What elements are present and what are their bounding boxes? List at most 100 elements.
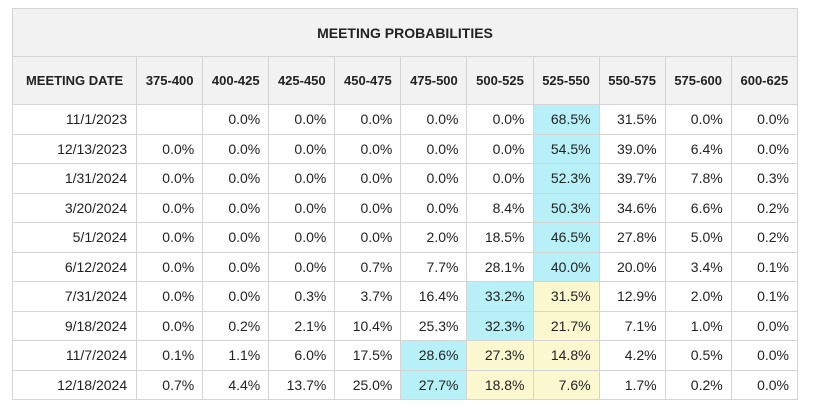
- probability-cell: [136, 104, 204, 135]
- meeting-date-cell: 5/1/2024: [11, 222, 138, 253]
- probability-cell: 10.4%: [334, 310, 402, 341]
- probability-cell: 0.0%: [334, 133, 402, 164]
- probability-cell: 0.0%: [334, 192, 402, 223]
- probability-cell: 68.5%: [532, 104, 600, 135]
- probability-cell: 7.1%: [598, 310, 666, 341]
- table-row: 3/20/2024 0.0% 0.0% 0.0% 0.0% 0.0% 8.4% 50.3% 34…: [11, 192, 799, 223]
- probability-cell: 0.0%: [730, 340, 799, 371]
- column-header-meeting-date: MEETING DATE: [11, 56, 138, 105]
- probability-cell: 0.0%: [202, 163, 270, 194]
- probability-cell: 0.0%: [664, 104, 732, 135]
- probability-cell: 34.6%: [598, 192, 666, 223]
- probability-cell: 0.0%: [136, 251, 204, 282]
- probability-cell: 1.1%: [202, 340, 270, 371]
- probability-cell: 27.3%: [466, 340, 534, 371]
- probability-cell: 6.0%: [268, 340, 336, 371]
- table-row: 6/12/2024 0.0% 0.0% 0.0% 0.7% 7.7% 28.1% 40.0% 2…: [11, 251, 799, 282]
- probability-cell: 25.3%: [400, 310, 468, 341]
- probability-cell: 0.3%: [268, 281, 336, 312]
- probability-cell: 0.0%: [268, 251, 336, 282]
- probability-cell: 0.0%: [202, 104, 270, 135]
- probability-cell: 2.1%: [268, 310, 336, 341]
- column-header-rate-range: 400-425: [202, 56, 270, 105]
- probability-cell: 27.8%: [598, 222, 666, 253]
- probability-cell: 0.1%: [730, 281, 799, 312]
- probability-cell: 0.0%: [334, 104, 402, 135]
- probability-cell: 0.0%: [136, 163, 204, 194]
- meeting-date-cell: 11/7/2024: [11, 340, 138, 371]
- probability-cell: 1.7%: [598, 369, 666, 400]
- column-header-rate-range: 425-450: [268, 56, 336, 105]
- column-header-rate-range: 575-600: [664, 56, 732, 105]
- probability-cell: 27.7%: [400, 369, 468, 400]
- column-header-rate-range: 550-575: [598, 56, 666, 105]
- probability-cell: 33.2%: [466, 281, 534, 312]
- table-title: MEETING PROBABILITIES: [12, 8, 798, 57]
- probability-cell: 0.0%: [202, 222, 270, 253]
- probability-cell: 1.0%: [664, 310, 732, 341]
- probability-cell: 0.0%: [136, 310, 204, 341]
- probability-cell: 0.0%: [466, 133, 534, 164]
- probability-cell: 6.6%: [664, 192, 732, 223]
- probability-cell: 12.9%: [598, 281, 666, 312]
- table-row: 7/31/2024 0.0% 0.0% 0.3% 3.7% 16.4% 33.2% 31.5%…: [11, 281, 799, 312]
- probability-cell: 0.0%: [268, 222, 336, 253]
- meeting-probabilities-panel: MEETING PROBABILITIES MEETING DATE 375-40…: [11, 8, 799, 400]
- probability-cell: 0.0%: [334, 163, 402, 194]
- probability-cell: 2.0%: [664, 281, 732, 312]
- probability-cell: 7.8%: [664, 163, 732, 194]
- probability-cell: 0.0%: [202, 133, 270, 164]
- meeting-probabilities-table: MEETING PROBABILITIES MEETING DATE 375-40…: [11, 8, 799, 400]
- probability-cell: 39.7%: [598, 163, 666, 194]
- probability-cell: 40.0%: [532, 251, 600, 282]
- probability-cell: 0.2%: [730, 192, 799, 223]
- probability-cell: 18.5%: [466, 222, 534, 253]
- probability-cell: 14.8%: [532, 340, 600, 371]
- probability-cell: 20.0%: [598, 251, 666, 282]
- probability-cell: 0.2%: [664, 369, 732, 400]
- probability-cell: 0.2%: [202, 310, 270, 341]
- probability-cell: 0.0%: [730, 369, 799, 400]
- column-header-rate-range: 475-500: [400, 56, 468, 105]
- probability-cell: 3.4%: [664, 251, 732, 282]
- table-row: 5/1/2024 0.0% 0.0% 0.0% 0.0% 2.0% 18.5% 46.5% 27…: [11, 222, 799, 253]
- meeting-date-cell: 3/20/2024: [11, 192, 138, 223]
- probability-cell: 4.2%: [598, 340, 666, 371]
- table-row: 1/31/2024 0.0% 0.0% 0.0% 0.0% 0.0% 0.0% 52.3% 39…: [11, 163, 799, 194]
- column-header-rate-range: 450-475: [334, 56, 402, 105]
- probability-cell: 0.5%: [664, 340, 732, 371]
- probability-cell: 0.0%: [268, 133, 336, 164]
- probability-cell: 18.8%: [466, 369, 534, 400]
- probability-cell: 0.0%: [730, 310, 799, 341]
- column-header-rate-range: 500-525: [466, 56, 534, 105]
- probability-cell: 0.7%: [334, 251, 402, 282]
- probability-cell: 50.3%: [532, 192, 600, 223]
- table-row: 11/7/2024 0.1% 1.1% 6.0% 17.5% 28.6% 27.3% 14.8…: [11, 340, 799, 371]
- probability-cell: 0.1%: [136, 340, 204, 371]
- probability-cell: 32.3%: [466, 310, 534, 341]
- probability-cell: 0.0%: [400, 163, 468, 194]
- column-header-rate-range: 375-400: [136, 56, 204, 105]
- probability-cell: 0.0%: [202, 251, 270, 282]
- meeting-date-cell: 11/1/2023: [11, 104, 138, 135]
- probability-cell: 0.0%: [136, 281, 204, 312]
- probability-cell: 0.0%: [334, 222, 402, 253]
- probability-cell: 25.0%: [334, 369, 402, 400]
- probability-cell: 0.0%: [400, 104, 468, 135]
- probability-cell: 28.1%: [466, 251, 534, 282]
- probability-cell: 5.0%: [664, 222, 732, 253]
- probability-cell: 0.0%: [268, 104, 336, 135]
- probability-cell: 0.0%: [730, 104, 799, 135]
- probability-cell: 0.0%: [400, 133, 468, 164]
- table-row: 11/1/2023 0.0% 0.0% 0.0% 0.0% 0.0% 68.5% 31.5% 0…: [11, 104, 799, 135]
- probability-cell: 16.4%: [400, 281, 468, 312]
- table-row: 12/18/2024 0.7% 4.4% 13.7% 25.0% 27.7% 18.8% 7.…: [11, 369, 799, 400]
- meeting-date-cell: 7/31/2024: [11, 281, 138, 312]
- probability-cell: 0.0%: [268, 163, 336, 194]
- probability-cell: 0.1%: [730, 251, 799, 282]
- probability-cell: 0.0%: [730, 133, 799, 164]
- probability-cell: 39.0%: [598, 133, 666, 164]
- meeting-date-cell: 12/18/2024: [11, 369, 138, 400]
- probability-cell: 0.0%: [400, 192, 468, 223]
- probability-cell: 28.6%: [400, 340, 468, 371]
